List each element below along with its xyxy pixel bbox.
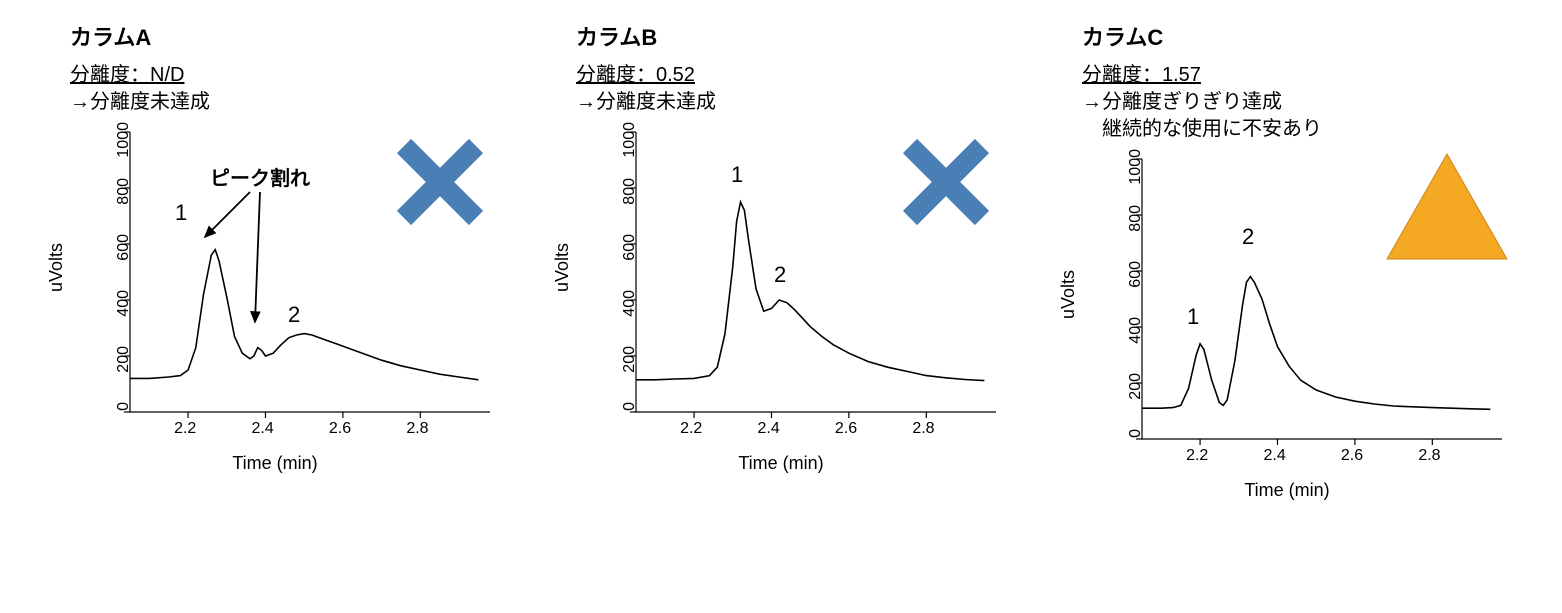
ytick-label: 0 — [1127, 429, 1145, 479]
xtick-label: 2.4 — [1263, 447, 1285, 465]
ytick-label: 1000 — [115, 122, 133, 172]
ytick-label: 1000 — [1127, 149, 1145, 199]
panel-header: カラムB 分離度：0.52 →分離度未達成 — [576, 20, 1016, 116]
xlabel: Time (min) — [546, 453, 1016, 474]
ytick-label: 800 — [621, 178, 639, 228]
ytick-label: 200 — [621, 346, 639, 396]
ytick-label: 800 — [115, 178, 133, 228]
ytick-label: 0 — [115, 402, 133, 452]
panel-header: カラムA 分離度：N/D →分離度未達成 — [70, 20, 510, 116]
panel-row: カラムA 分離度：N/D →分離度未達成 uVolts Time (min) ピ… — [0, 0, 1562, 509]
triangle-icon — [1382, 149, 1512, 269]
xtick-label: 2.2 — [1186, 447, 1208, 465]
ytick-label: 200 — [115, 346, 133, 396]
peak-label-2: 2 — [288, 302, 300, 328]
panel-title: カラムB — [576, 20, 1016, 52]
xtick-label: 2.8 — [1418, 447, 1440, 465]
peak-split-label: ピーク割れ — [210, 162, 310, 191]
ytick-label: 400 — [115, 290, 133, 340]
panel-column-a: カラムA 分離度：N/D →分離度未達成 uVolts Time (min) ピ… — [40, 20, 510, 509]
ylabel: uVolts — [552, 243, 573, 292]
ytick-label: 400 — [1127, 317, 1145, 367]
xtick-label: 2.4 — [757, 420, 779, 438]
xtick-label: 2.6 — [835, 420, 857, 438]
peak-label-2: 2 — [774, 262, 786, 288]
chart-b: uVolts Time (min) 1 2 0 200 400 600 800 1000 2… — [546, 122, 1016, 482]
xlabel: Time (min) — [40, 453, 510, 474]
peak-label-2: 2 — [1242, 224, 1254, 250]
xtick-label: 2.6 — [1341, 447, 1363, 465]
separation-line: 分離度：N/D — [70, 58, 510, 87]
cross-icon — [896, 132, 996, 237]
chromatogram-trace — [1142, 277, 1490, 410]
ytick-label: 200 — [1127, 373, 1145, 423]
ytick-label: 1000 — [621, 122, 639, 172]
xtick-label: 2.4 — [251, 420, 273, 438]
xtick-label: 2.2 — [174, 420, 196, 438]
chart-c: uVolts Time (min) 1 2 0 200 400 600 800 1000 2… — [1052, 149, 1522, 509]
ytick-label: 0 — [621, 402, 639, 452]
panel-title: カラムA — [70, 20, 510, 52]
peak-label-1: 1 — [731, 162, 743, 188]
panel-title: カラムC — [1082, 20, 1522, 52]
ytick-label: 600 — [115, 234, 133, 284]
peak-label-1: 1 — [1187, 304, 1199, 330]
ytick-label: 600 — [1127, 261, 1145, 311]
result-line: →分離度未達成 — [70, 89, 510, 116]
ylabel: uVolts — [1058, 270, 1079, 319]
peak-label-1: 1 — [175, 200, 187, 226]
panel-column-c: カラムC 分離度：1.57 →分離度ぎりぎり達成 継続的な使用に不安あり uVo… — [1052, 20, 1522, 509]
ytick-label: 400 — [621, 290, 639, 340]
result-line: →分離度ぎりぎり達成 継続的な使用に不安あり — [1082, 89, 1522, 143]
chromatogram-trace — [130, 250, 478, 380]
xlabel: Time (min) — [1052, 480, 1522, 501]
ytick-label: 800 — [1127, 205, 1145, 255]
result-line: →分離度未達成 — [576, 89, 1016, 116]
xtick-label: 2.8 — [912, 420, 934, 438]
xtick-label: 2.8 — [406, 420, 428, 438]
panel-column-b: カラムB 分離度：0.52 →分離度未達成 uVolts Time (min) … — [546, 20, 1016, 509]
ylabel: uVolts — [46, 243, 67, 292]
cross-icon — [390, 132, 490, 237]
chart-a: uVolts Time (min) ピーク割れ 1 2 — [40, 122, 510, 482]
xtick-label: 2.6 — [329, 420, 351, 438]
ytick-label: 600 — [621, 234, 639, 284]
xtick-label: 2.2 — [680, 420, 702, 438]
separation-line: 分離度：1.57 — [1082, 58, 1522, 87]
panel-header: カラムC 分離度：1.57 →分離度ぎりぎり達成 継続的な使用に不安あり — [1082, 20, 1522, 143]
separation-line: 分離度：0.52 — [576, 58, 1016, 87]
